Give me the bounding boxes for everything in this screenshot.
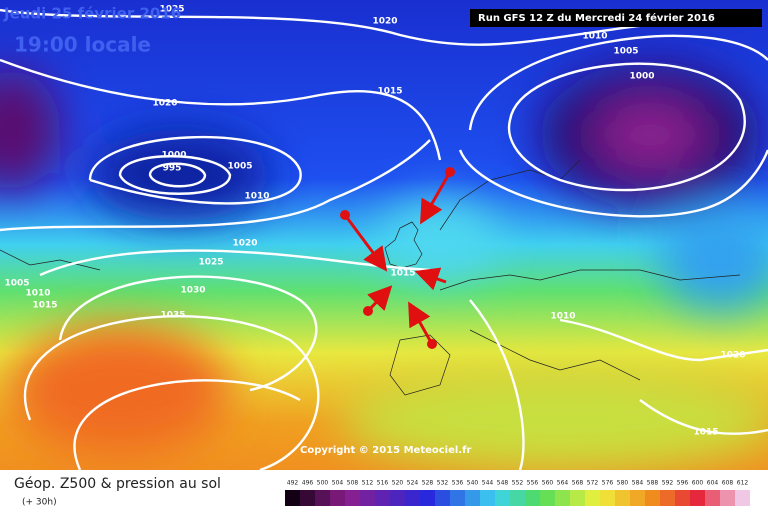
scale-swatch <box>510 490 525 506</box>
scale-label: 584 <box>632 480 644 487</box>
scale-label: 496 <box>302 480 314 487</box>
scale-label: 560 <box>542 480 554 487</box>
scale-swatch <box>420 490 435 506</box>
scale-label: 588 <box>647 480 659 487</box>
scale-label: 604 <box>707 480 719 487</box>
scale-swatch <box>540 490 555 506</box>
isobar-label: 1015 <box>32 301 57 311</box>
color-scale: 492 496 500 504 508 512 516 520 524 528 532 536 540 5… <box>285 480 750 506</box>
isobar-label: 1020 <box>720 351 745 361</box>
scale-label: 520 <box>392 480 404 487</box>
scale-swatch <box>660 490 675 506</box>
scale-swatch <box>585 490 600 506</box>
isobar-label: 1030 <box>180 286 205 296</box>
scale-label: 556 <box>527 480 539 487</box>
date-label: Jeudi 25 février 2016 <box>3 5 181 23</box>
scale-swatch <box>645 490 660 506</box>
scale-swatch <box>600 490 615 506</box>
scale-label: 564 <box>557 480 569 487</box>
isobar-label: 1005 <box>4 279 29 289</box>
scale-swatch <box>450 490 465 506</box>
scale-swatch <box>720 490 735 506</box>
scale-label: 528 <box>422 480 434 487</box>
legend-subtitle: (+ 30h) <box>22 498 57 508</box>
scale-swatch <box>615 490 630 506</box>
scale-label: 544 <box>482 480 494 487</box>
scale-swatch <box>405 490 420 506</box>
scale-swatch <box>675 490 690 506</box>
isobar-label: 1000 <box>161 151 186 161</box>
scale-swatch <box>705 490 720 506</box>
scale-label: 540 <box>467 480 479 487</box>
isobar-label: 1020 <box>372 17 397 27</box>
scale-swatch <box>330 490 345 506</box>
scale-swatch <box>360 490 375 506</box>
scale-label: 548 <box>497 480 509 487</box>
scale-label: 524 <box>407 480 419 487</box>
isobar-label: 1005 <box>613 47 638 57</box>
scale-label: 580 <box>617 480 629 487</box>
scale-label: 596 <box>677 480 689 487</box>
scale-label: 536 <box>452 480 464 487</box>
scale-swatch <box>390 490 405 506</box>
scale-swatch <box>735 490 750 506</box>
scale-swatch <box>465 490 480 506</box>
isobar-label: 1020 <box>232 239 257 249</box>
scale-label: 568 <box>572 480 584 487</box>
scale-swatch <box>285 490 300 506</box>
scale-swatch <box>315 490 330 506</box>
scale-swatch <box>480 490 495 506</box>
scale-label: 608 <box>722 480 734 487</box>
scale-label: 572 <box>587 480 599 487</box>
isobar-label: 1010 <box>582 32 607 42</box>
isobar-label: 1025 <box>198 258 223 268</box>
scale-label: 532 <box>437 480 449 487</box>
isobar-label: 1015 <box>390 269 415 279</box>
isobar-label: 1000 <box>629 72 654 82</box>
scale-swatch <box>435 490 450 506</box>
run-label: Run GFS 12 Z du Mercredi 24 février 2016 <box>478 12 715 24</box>
arrows <box>340 167 455 349</box>
isobar-label: 1035 <box>160 311 185 321</box>
run-box <box>470 9 762 27</box>
isobar-label: 1015 <box>377 87 402 97</box>
copyright: Copyright © 2015 Meteociel.fr <box>300 445 471 456</box>
isobar-label: 1015 <box>693 428 718 438</box>
scale-swatch <box>555 490 570 506</box>
scale-label: 492 <box>287 480 299 487</box>
scale-label: 500 <box>317 480 329 487</box>
scale-label: 576 <box>602 480 614 487</box>
scale-label: 516 <box>377 480 389 487</box>
isobar-label: 1010 <box>244 192 269 202</box>
isobar-label: 1025 <box>159 5 184 15</box>
scale-swatch <box>690 490 705 506</box>
scale-swatch <box>495 490 510 506</box>
isobar-label: 995 <box>163 164 182 174</box>
isobar-label: 1010 <box>25 289 50 299</box>
isobar-label: 1020 <box>152 99 177 109</box>
scale-swatch <box>345 490 360 506</box>
isobar-label: 1010 <box>550 312 575 322</box>
isobars <box>0 8 768 472</box>
legend-title: Géop. Z500 & pression au sol <box>14 476 221 492</box>
scale-swatch <box>300 490 315 506</box>
time-label: 19:00 locale <box>14 33 151 57</box>
scale-swatch <box>375 490 390 506</box>
scale-label: 512 <box>362 480 374 487</box>
scale-label: 600 <box>692 480 704 487</box>
isobar-label: 1005 <box>227 162 252 172</box>
scale-label: 504 <box>332 480 344 487</box>
scale-label: 612 <box>737 480 749 487</box>
scale-label: 592 <box>662 480 674 487</box>
scale-swatch <box>525 490 540 506</box>
scale-label: 508 <box>347 480 359 487</box>
scale-label: 552 <box>512 480 524 487</box>
map-background <box>0 0 768 470</box>
scale-swatch <box>570 490 585 506</box>
scale-swatch <box>630 490 645 506</box>
coastlines <box>0 159 741 396</box>
